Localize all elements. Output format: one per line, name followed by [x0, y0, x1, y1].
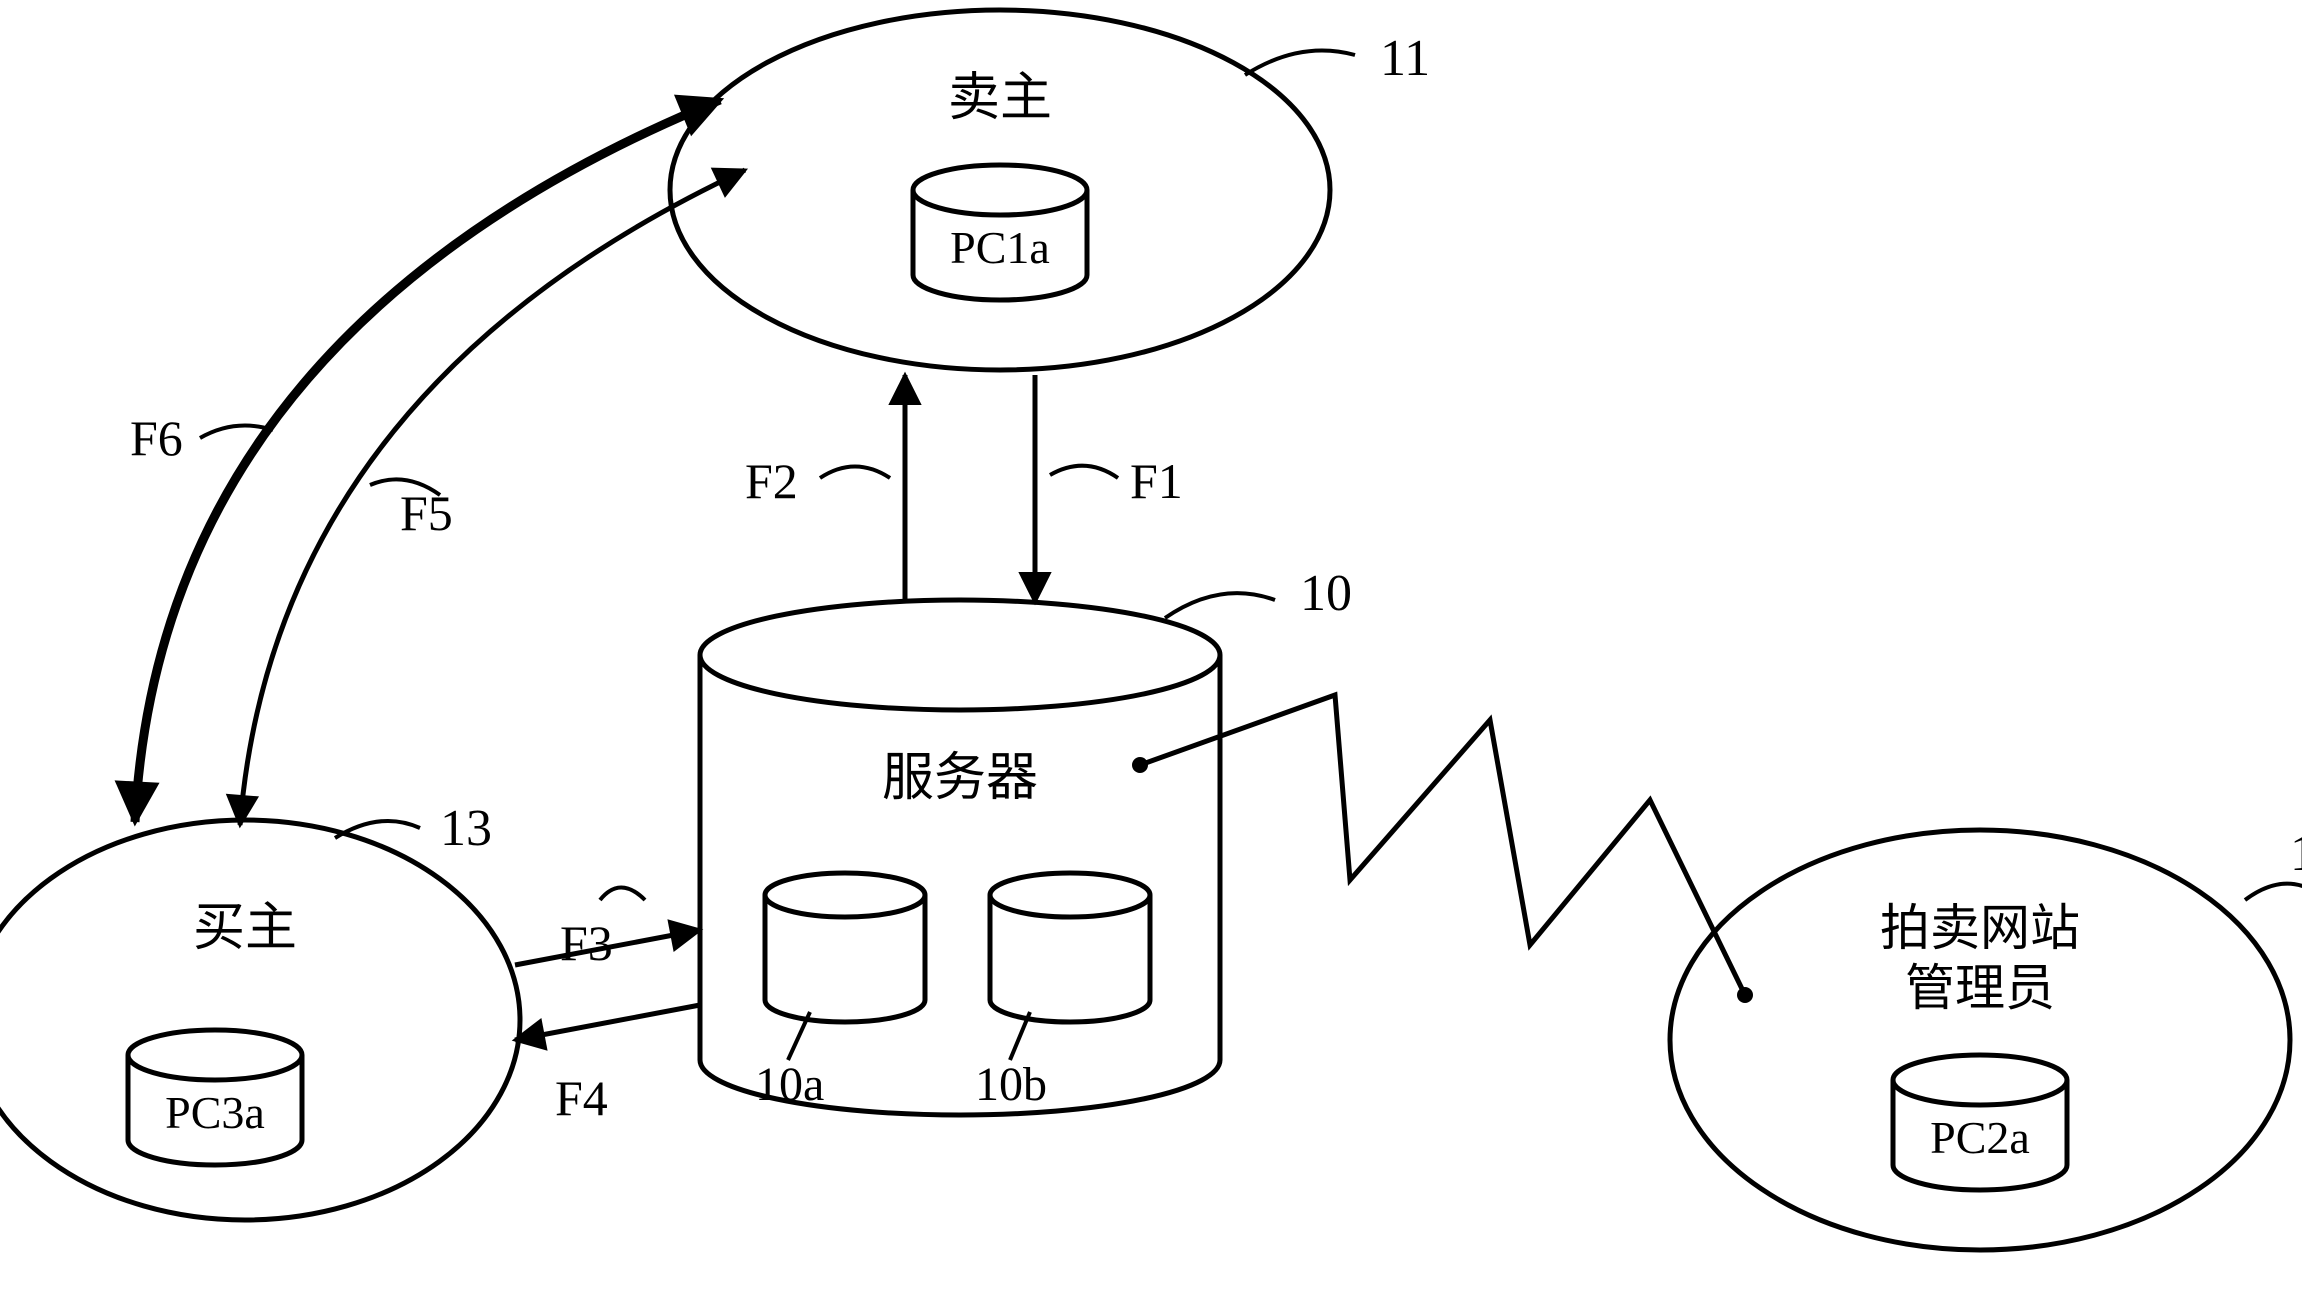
flow-F6-label: F6 [130, 410, 183, 466]
flow-F1-leader [1050, 466, 1118, 478]
pc2a-cylinder: PC2a [1893, 1055, 2067, 1190]
seller-title: 卖主 [948, 70, 1052, 127]
node-server: 服务器 10a 10b 10 [700, 565, 1352, 1115]
flow-F4-label: F4 [555, 1070, 608, 1126]
ref-11: 11 [1380, 30, 1430, 87]
ref-10: 10 [1300, 565, 1352, 622]
ref-leader-12 [2245, 884, 2302, 900]
ref-13: 13 [440, 800, 492, 857]
pc1a-cylinder: PC1a [913, 165, 1087, 300]
pc2a-label: PC2a [1930, 1112, 2030, 1163]
flow-F3-label: F3 [560, 915, 613, 971]
flow-F5-label: F5 [400, 485, 453, 541]
flow-F2-label: F2 [745, 453, 798, 509]
server-title: 服务器 [882, 750, 1038, 807]
flow-F2-leader [820, 467, 890, 479]
pc3a-cylinder: PC3a [128, 1030, 302, 1165]
admin-title-1: 拍卖网站 [1880, 900, 2080, 956]
node-admin: 拍卖网站 管理员 PC2a 12 [1670, 825, 2302, 1250]
buyer-title: 买主 [193, 900, 297, 957]
diagram-canvas: 卖主 PC1a 11 服务器 [0, 0, 2302, 1303]
flow-F1-label: F1 [1130, 453, 1183, 509]
pc3a-label: PC3a [165, 1087, 265, 1138]
flow-F5 [240, 170, 745, 825]
ref-leader-10 [1165, 593, 1275, 618]
node-buyer: 买主 PC3a 13 [0, 800, 520, 1220]
flow-F3-leader [600, 888, 645, 901]
server-sub-10b [990, 873, 1150, 1022]
ref-10b: 10b [975, 1058, 1047, 1111]
ref-12: 12 [2290, 825, 2302, 882]
flow-F6 [135, 100, 720, 822]
node-seller: 卖主 PC1a 11 [670, 10, 1430, 370]
flow-F4 [515, 1005, 700, 1040]
server-admin-link [1132, 695, 1753, 1003]
server-sub-10a [765, 873, 925, 1022]
admin-title-2: 管理员 [1905, 960, 2055, 1016]
ref-leader-11 [1245, 51, 1355, 76]
ref-10a: 10a [755, 1058, 824, 1111]
pc1a-label: PC1a [950, 222, 1050, 273]
